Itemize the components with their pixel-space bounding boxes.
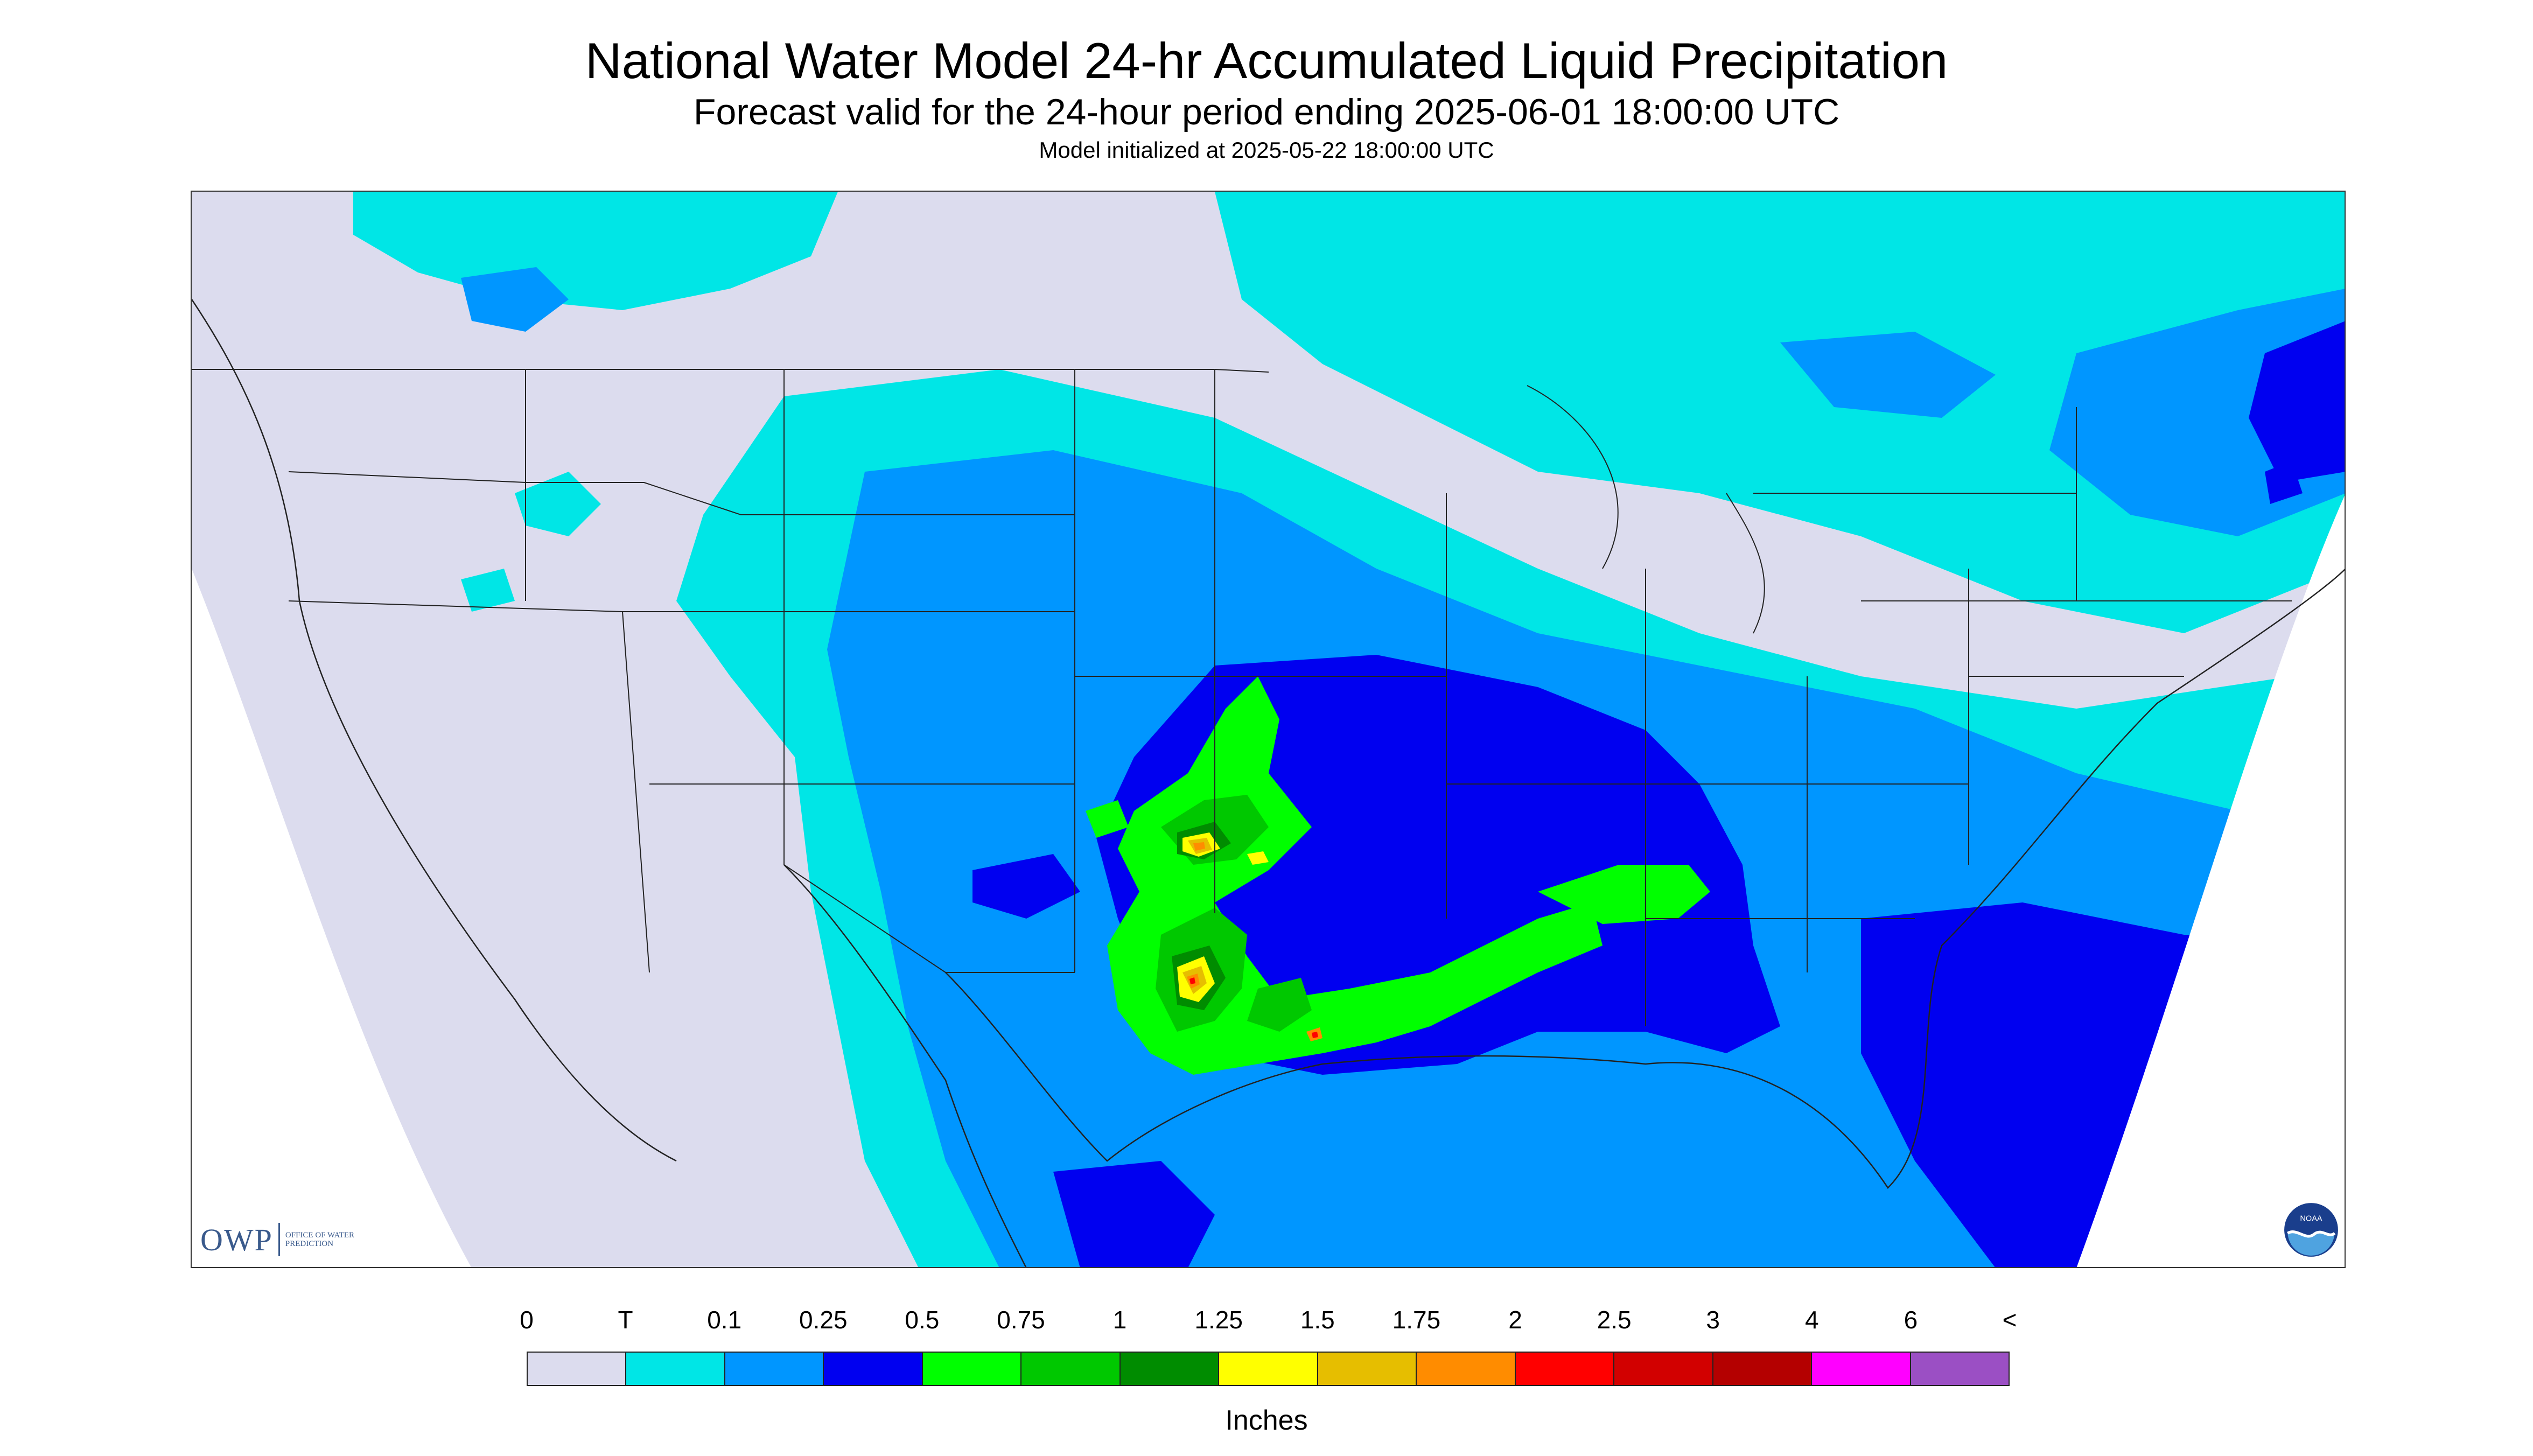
legend-tick-label: 1.5	[1300, 1306, 1335, 1334]
legend-tick-label: 0.1	[707, 1306, 742, 1334]
legend-swatch	[1614, 1353, 1713, 1385]
legend-tick-label: 2	[1508, 1306, 1522, 1334]
legend-swatch	[1417, 1353, 1516, 1385]
legend-tick-label: 0.25	[799, 1306, 848, 1334]
legend-swatch	[1911, 1353, 2009, 1385]
legend-tick-label: 1.75	[1392, 1306, 1441, 1334]
legend-swatch	[1021, 1353, 1121, 1385]
legend-tick-label: 3	[1706, 1306, 1720, 1334]
legend-swatch	[1812, 1353, 1911, 1385]
legend-swatch	[626, 1353, 725, 1385]
owp-logo-divider	[278, 1223, 280, 1256]
precip-2-layer	[1189, 977, 1318, 1038]
owp-logo-text: OWP	[200, 1222, 273, 1257]
legend-swatch	[1120, 1353, 1220, 1385]
map-canvas	[192, 192, 2345, 1267]
legend-swatch	[922, 1353, 1022, 1385]
legend-unit-label: Inches	[1225, 1405, 1308, 1436]
legend-tick-label: 4	[1805, 1306, 1819, 1334]
legend-tick-label: 0.75	[997, 1306, 1045, 1334]
out-of-domain-mask	[192, 495, 2345, 1267]
noaa-logo-text: NOAA	[2300, 1214, 2322, 1223]
map-title: National Water Model 24-hr Accumulated L…	[585, 32, 1948, 89]
legend-swatch	[1713, 1353, 1813, 1385]
legend-tick-label: <	[2002, 1306, 2017, 1334]
legend-colorbar	[527, 1352, 2010, 1386]
legend-tick-label: 0	[520, 1306, 534, 1334]
legend-tick-label: 1	[1112, 1306, 1127, 1334]
precipitation-map	[191, 191, 2346, 1268]
model-init-text: Model initialized at 2025-05-22 18:00:00…	[1039, 137, 1494, 163]
noaa-logo-icon: NOAA	[2284, 1203, 2338, 1257]
legend-tick-label: 2.5	[1597, 1306, 1632, 1334]
map-subtitle: Forecast valid for the 24-hour period en…	[693, 92, 1840, 132]
legend-swatch	[528, 1353, 627, 1385]
legend-swatch	[824, 1353, 923, 1385]
legend-tick-label: 1.25	[1194, 1306, 1243, 1334]
legend-tick-label: 6	[1904, 1306, 1918, 1334]
legend-swatch	[1318, 1353, 1417, 1385]
owp-logo-subtext: OFFICE OF WATER PREDICTION	[285, 1231, 354, 1248]
legend-swatch	[1219, 1353, 1318, 1385]
state-boundaries	[192, 369, 2292, 1026]
legend-swatch	[1515, 1353, 1615, 1385]
legend-swatch	[725, 1353, 824, 1385]
owp-logo: OWP OFFICE OF WATER PREDICTION	[200, 1218, 366, 1261]
coastlines	[192, 299, 2345, 1267]
legend-tick-label: 0.5	[905, 1306, 940, 1334]
legend-tick-label: T	[618, 1306, 633, 1334]
